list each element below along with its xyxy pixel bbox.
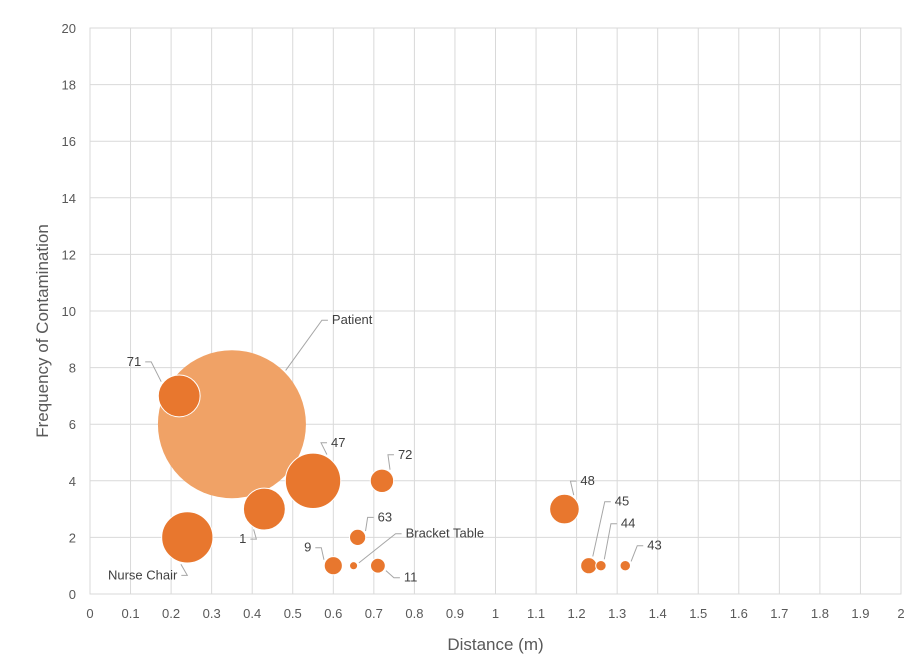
data-label: 43	[647, 538, 661, 553]
x-tick-label: 1.4	[649, 606, 667, 621]
y-tick-label: 16	[62, 134, 76, 149]
x-tick-label: 2	[897, 606, 904, 621]
data-label: 45	[615, 494, 629, 509]
y-tick-label: 8	[69, 361, 76, 376]
data-label: 11	[404, 570, 418, 585]
data-labels: Patient 71 Nurse Chair 1 47 72 63 Bracket Table…	[108, 312, 662, 585]
bubble-patient	[157, 350, 306, 499]
leader-line	[569, 480, 577, 496]
x-tick-label: 0.9	[446, 606, 464, 621]
data-label: Patient	[332, 312, 373, 327]
x-tick-label: 0.5	[284, 606, 302, 621]
y-tick-label: 12	[62, 247, 76, 262]
leader-line	[385, 570, 400, 579]
x-tick-label: 1.5	[689, 606, 707, 621]
y-tick-label: 2	[69, 530, 76, 545]
x-tick-label: 0.6	[324, 606, 342, 621]
x-tick-label: 1.3	[608, 606, 626, 621]
bubble-nurse-chair	[161, 511, 214, 564]
y-axis-title: Frequency of Contamination	[33, 224, 52, 438]
data-label: 48	[580, 473, 594, 488]
data-label: Bracket Table	[406, 526, 485, 541]
x-tick-label: 0.3	[203, 606, 221, 621]
leader-line	[387, 454, 394, 470]
bubble-bracket-table	[349, 561, 359, 571]
leader-lines	[145, 319, 644, 579]
leader-line	[592, 501, 611, 557]
bubbles	[157, 350, 631, 576]
gridlines	[89, 27, 902, 595]
bubble-47	[284, 452, 342, 509]
x-tick-label: 1.8	[811, 606, 829, 621]
x-tick-label: 0.4	[243, 606, 261, 621]
leader-line	[315, 547, 325, 560]
data-label: 72	[398, 447, 412, 462]
y-tick-label: 18	[62, 78, 76, 93]
bubble-48	[549, 493, 580, 525]
leader-line	[365, 516, 374, 532]
leader-line	[250, 529, 258, 540]
data-label: 71	[127, 354, 141, 369]
leader-line	[603, 523, 617, 560]
bubble-45	[580, 557, 598, 575]
data-label: 63	[378, 509, 392, 524]
x-tick-label: 0	[86, 606, 93, 621]
bubble-11	[370, 557, 386, 574]
leader-line	[320, 442, 328, 455]
leader-line	[358, 533, 402, 564]
y-tick-label: 20	[62, 21, 76, 36]
x-tick-label: 1	[492, 606, 499, 621]
tick-labels: 0 0.1 0.2 0.3 0.4 0.5 0.6 0.7 0.8 0.9 1 1.1 1.2 1.3 1.…	[62, 21, 905, 621]
bubble-72	[369, 468, 395, 494]
x-tick-label: 1.7	[770, 606, 788, 621]
data-label: 44	[621, 516, 635, 531]
data-label: 1	[239, 531, 246, 546]
x-tick-label: 1.1	[527, 606, 545, 621]
y-tick-label: 4	[69, 474, 76, 489]
x-tick-label: 0.8	[405, 606, 423, 621]
bubble-71	[157, 374, 201, 418]
x-tick-label: 0.1	[122, 606, 140, 621]
y-tick-label: 0	[69, 587, 76, 602]
bubble-1	[242, 487, 286, 531]
x-tick-label: 1.6	[730, 606, 748, 621]
bubble-9	[323, 556, 343, 576]
data-label: 47	[331, 435, 345, 450]
plot-frame	[89, 27, 902, 595]
leader-line	[630, 545, 644, 562]
leader-line	[145, 361, 162, 382]
data-label: Nurse Chair	[108, 567, 178, 582]
x-tick-label: 1.2	[568, 606, 586, 621]
x-tick-label: 0.2	[162, 606, 180, 621]
y-tick-label: 10	[62, 304, 76, 319]
x-tick-label: 1.9	[851, 606, 869, 621]
y-tick-label: 6	[69, 417, 76, 432]
x-axis-title: Distance (m)	[447, 635, 543, 654]
bubble-63	[349, 528, 367, 547]
leader-line	[285, 319, 328, 371]
x-tick-label: 0.7	[365, 606, 383, 621]
leader-line	[180, 564, 189, 576]
data-label: 9	[304, 540, 311, 555]
bubble-43	[619, 559, 631, 572]
bubble-44	[595, 559, 607, 572]
y-tick-label: 14	[62, 191, 76, 206]
